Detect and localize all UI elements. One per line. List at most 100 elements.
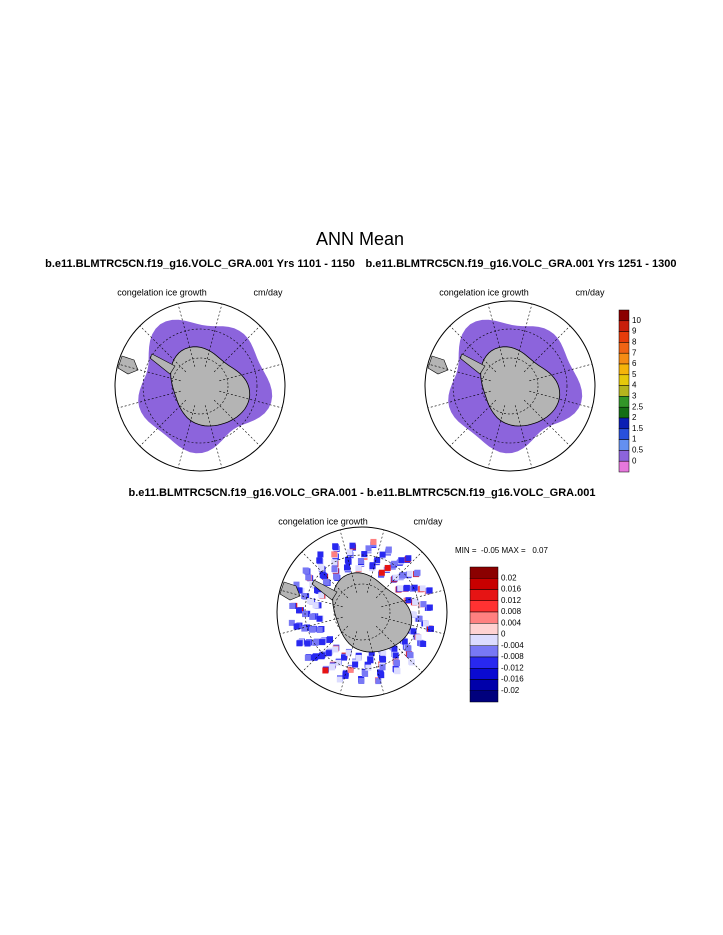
diff-cell xyxy=(410,611,417,618)
diff-cell xyxy=(420,640,427,647)
colorbar-box xyxy=(618,320,630,332)
diff-cell xyxy=(392,574,399,581)
diff-cell xyxy=(392,652,399,659)
antarctica xyxy=(480,346,561,427)
diff-cell xyxy=(332,646,339,653)
diff-cell xyxy=(406,570,413,577)
diff-cell xyxy=(422,620,429,627)
colorbar-box xyxy=(469,668,499,680)
diff-cell xyxy=(384,564,391,571)
colorbar-box xyxy=(469,634,499,646)
colorbar-box xyxy=(469,679,499,691)
colorbar-box xyxy=(618,460,630,473)
diff-cell xyxy=(336,676,343,683)
meridian-line xyxy=(177,303,196,367)
diff-cell xyxy=(331,566,338,573)
colorbar-box xyxy=(618,439,630,451)
diff-cell xyxy=(302,567,309,574)
diff-cell xyxy=(414,569,421,576)
meridian-line xyxy=(449,399,497,447)
diff-label: congelation ice growth xyxy=(278,516,368,526)
diff-cell xyxy=(385,546,392,553)
colorbar-box xyxy=(618,385,630,397)
diff-cell xyxy=(413,598,420,605)
diff-cell xyxy=(296,607,303,614)
meridian-line xyxy=(139,399,187,447)
diff-cell xyxy=(342,672,349,679)
peninsula xyxy=(311,579,338,601)
meridian-line xyxy=(139,325,187,373)
diff-cell xyxy=(420,601,427,608)
meridian-line xyxy=(219,390,283,409)
meridian-line xyxy=(204,405,223,469)
meridian-line xyxy=(213,325,261,373)
colorbar-label: 0.016 xyxy=(501,585,522,594)
colorbar-box xyxy=(618,428,630,440)
meridian-line xyxy=(523,399,571,447)
peninsula xyxy=(459,353,486,375)
antarctica xyxy=(170,346,251,427)
diff-cell xyxy=(415,634,422,641)
meridian-line xyxy=(427,363,491,382)
diff-cell xyxy=(355,565,362,572)
diff-cell xyxy=(397,585,404,592)
panel-label: congelation ice growth xyxy=(117,287,207,297)
diff-cell xyxy=(333,573,340,580)
colorbar-label: 0 xyxy=(632,456,637,465)
diff-cell xyxy=(317,551,324,558)
diff-cell xyxy=(318,653,325,660)
colorbar-box xyxy=(618,309,630,322)
diff-cell xyxy=(312,639,319,646)
colorbar-label: 1 xyxy=(632,435,637,444)
diff-cell xyxy=(316,615,323,622)
map-border xyxy=(424,300,596,472)
diff-cell xyxy=(288,619,295,626)
meridian-line xyxy=(381,589,445,608)
diff-cell xyxy=(426,604,433,611)
colorbar-label: 0.012 xyxy=(501,596,522,605)
diff-cell xyxy=(380,649,387,656)
colorbar-box xyxy=(469,690,499,703)
meridian-line xyxy=(117,363,181,382)
colorbar-label: 6 xyxy=(632,359,637,368)
diff-cell xyxy=(355,654,362,661)
diff-cell xyxy=(305,574,312,581)
diff-cell xyxy=(335,659,342,666)
south-america xyxy=(279,581,301,601)
meridian-line xyxy=(375,551,423,599)
diff-cell xyxy=(374,557,381,564)
diff-cell xyxy=(318,592,325,599)
diff-cell xyxy=(289,602,296,609)
colorbar-box xyxy=(469,623,499,635)
colorbar-box xyxy=(618,352,630,365)
latitude-line xyxy=(142,328,258,444)
diff-cell xyxy=(411,584,418,591)
meridian-line xyxy=(301,625,349,673)
diff-cell xyxy=(307,598,314,605)
colorbar-label: 2.5 xyxy=(632,402,644,411)
meridian-line xyxy=(339,529,358,593)
diff-cell xyxy=(331,551,338,558)
colorbar-box xyxy=(618,363,630,376)
colorbar-box xyxy=(469,611,499,624)
diff-cell xyxy=(319,571,326,578)
diff-cell xyxy=(379,664,386,671)
panel-units: cm/day xyxy=(575,287,605,297)
diff-cell xyxy=(407,652,414,659)
diff-cell xyxy=(352,661,359,668)
diff-cell xyxy=(410,628,417,635)
diff-cell xyxy=(328,664,335,671)
latitude-line xyxy=(481,357,539,415)
meridian-line xyxy=(339,631,358,695)
panel-subtitle: b.e11.BLMTRC5CN.f19_g16.VOLC_GRA.001 Yrs… xyxy=(45,258,355,270)
colorbar-label: 1.5 xyxy=(632,424,644,433)
diff-cell xyxy=(379,551,386,558)
south-america xyxy=(427,355,449,375)
colorbar-label: 0 xyxy=(501,630,506,639)
meridian-line xyxy=(375,625,423,673)
colorbar-label: 7 xyxy=(632,348,637,357)
diff-cell xyxy=(309,626,316,633)
meridian-line xyxy=(204,303,223,367)
diff-cell xyxy=(405,597,412,604)
diff-cell xyxy=(427,625,434,632)
